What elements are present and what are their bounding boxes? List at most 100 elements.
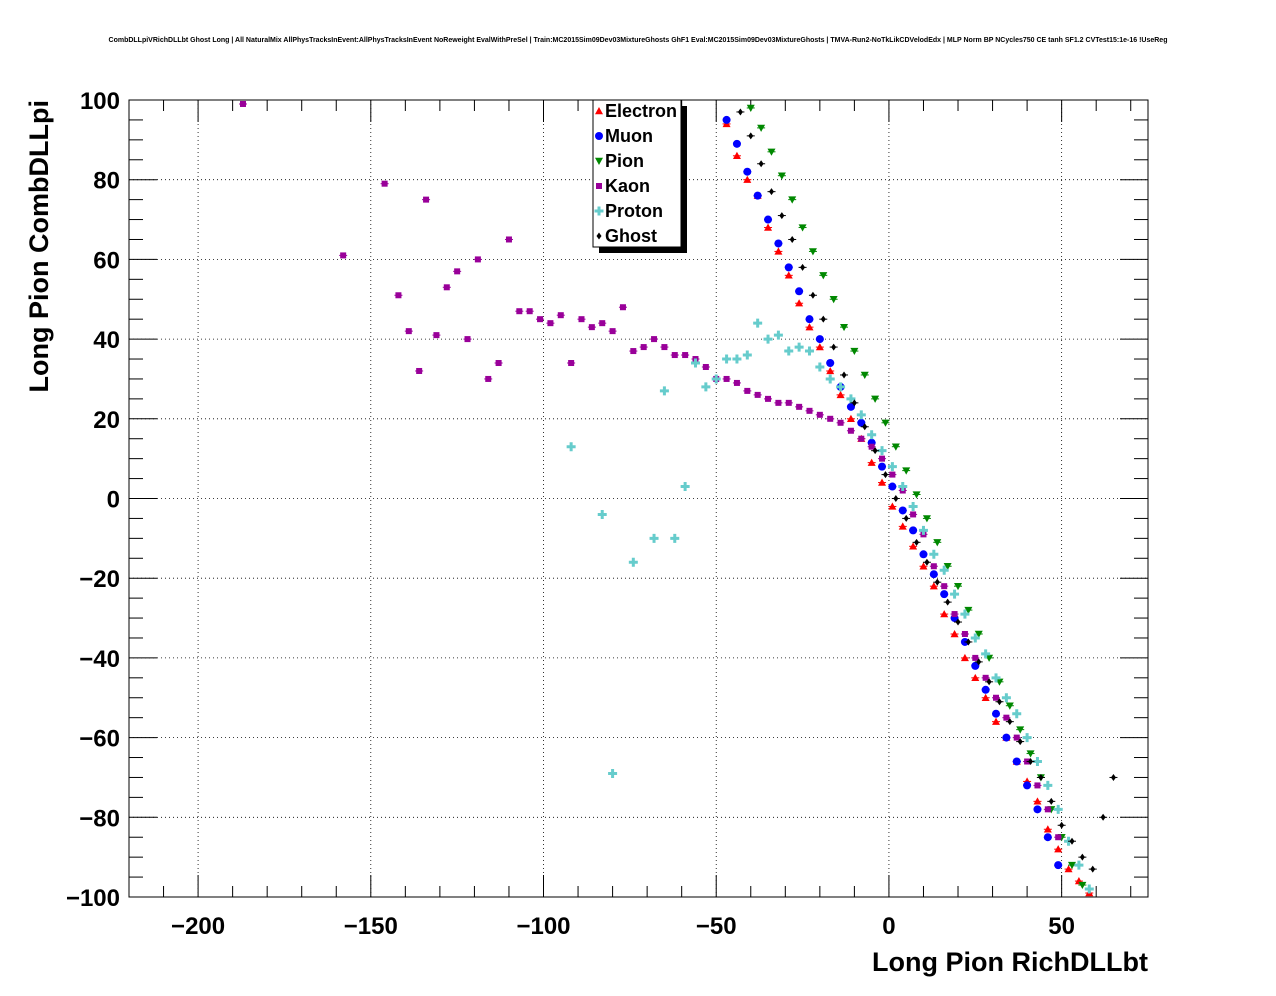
data-point: [1048, 797, 1054, 805]
data-point: [526, 308, 533, 315]
data-point: [599, 320, 606, 327]
data-point: [806, 407, 813, 414]
data-point: [630, 348, 637, 355]
data-point: [661, 344, 668, 351]
data-point: [940, 590, 949, 599]
data-point: [1043, 780, 1053, 790]
data-point: [1028, 758, 1034, 766]
axis-ticks: [128, 99, 1148, 898]
data-point: [443, 284, 450, 291]
data-point: [1017, 738, 1023, 746]
data-point: [846, 394, 856, 404]
data-point: [1078, 881, 1087, 890]
data-point: [640, 344, 647, 351]
data-point: [950, 629, 959, 638]
y-tick-label: 100: [80, 88, 120, 115]
data-point: [1005, 702, 1014, 710]
data-point: [1053, 804, 1063, 814]
data-point: [846, 414, 855, 422]
x-tick-label: −200: [171, 913, 225, 940]
data-point: [815, 362, 825, 372]
data-point: [1007, 718, 1013, 726]
data-point: [898, 522, 907, 530]
data-point: [970, 633, 980, 643]
legend: Electron Muon Pion Kaon Proton Ghost: [592, 99, 687, 253]
data-point: [609, 328, 616, 335]
data-point: [649, 533, 659, 543]
data-point: [868, 443, 875, 450]
data-point: [680, 482, 690, 492]
data-point: [858, 435, 865, 442]
data-point: [1069, 837, 1075, 845]
data-point: [976, 658, 982, 666]
data-point: [856, 410, 866, 420]
data-point: [847, 427, 854, 434]
data-point: [1033, 797, 1042, 805]
y-tick-label: −40: [79, 646, 120, 673]
data-point: [837, 419, 844, 426]
data-point: [753, 318, 763, 328]
data-point: [940, 610, 949, 618]
data-point: [671, 352, 678, 359]
data-point: [732, 139, 741, 148]
data-point: [732, 151, 741, 159]
data-point: [974, 630, 983, 638]
data-point: [743, 175, 752, 183]
data-point: [912, 491, 921, 499]
data-point: [919, 550, 928, 559]
series-muon: [722, 115, 1063, 870]
y-tick-label: −100: [66, 885, 120, 912]
series-electron: [722, 119, 1094, 897]
data-point: [701, 382, 711, 392]
data-point: [597, 509, 607, 519]
data-point: [805, 323, 814, 331]
data-point: [820, 315, 826, 323]
data-point: [557, 312, 564, 319]
data-point: [910, 511, 917, 518]
data-point: [516, 308, 523, 315]
y-tick-label: 60: [93, 247, 120, 274]
data-point: [464, 336, 471, 343]
data-point: [993, 694, 1000, 701]
x-tick-label: −100: [516, 913, 570, 940]
legend-label: Kaon: [605, 176, 650, 196]
data-point: [1059, 821, 1065, 829]
data-point: [903, 514, 909, 522]
data-point: [754, 391, 761, 398]
x-axis-title: Long Pion RichDLLbt: [872, 947, 1148, 977]
data-point: [433, 332, 440, 339]
grid: [129, 99, 1148, 898]
data-point: [485, 375, 492, 382]
data-point: [779, 212, 785, 220]
data-point: [934, 578, 940, 586]
data-point: [860, 371, 869, 379]
series-proton: [566, 318, 1094, 894]
data-point: [753, 191, 762, 200]
data-points: [238, 100, 1118, 897]
data-point: [816, 411, 823, 418]
data-point: [1002, 733, 1011, 742]
data-point: [768, 188, 774, 196]
data-point: [794, 342, 804, 352]
data-point: [711, 374, 721, 384]
data-point: [950, 589, 960, 599]
data-point: [1068, 861, 1077, 870]
data-point: [992, 717, 1001, 725]
data-point: [955, 618, 961, 626]
data-point: [972, 654, 979, 661]
data-point: [891, 443, 900, 451]
data-point: [784, 346, 794, 356]
data-point: [805, 315, 814, 324]
data-point: [1038, 773, 1044, 781]
data-point: [732, 354, 742, 364]
data-point: [628, 557, 638, 567]
data-point: [871, 395, 880, 403]
data-point: [893, 495, 899, 502]
data-point: [981, 649, 991, 659]
legend-box: [592, 99, 682, 248]
data-point: [1033, 805, 1042, 814]
data-point: [960, 653, 969, 662]
data-point: [992, 709, 1001, 718]
y-axis-title: Long Pion CombDLLpi: [24, 100, 54, 392]
data-point: [951, 611, 958, 618]
